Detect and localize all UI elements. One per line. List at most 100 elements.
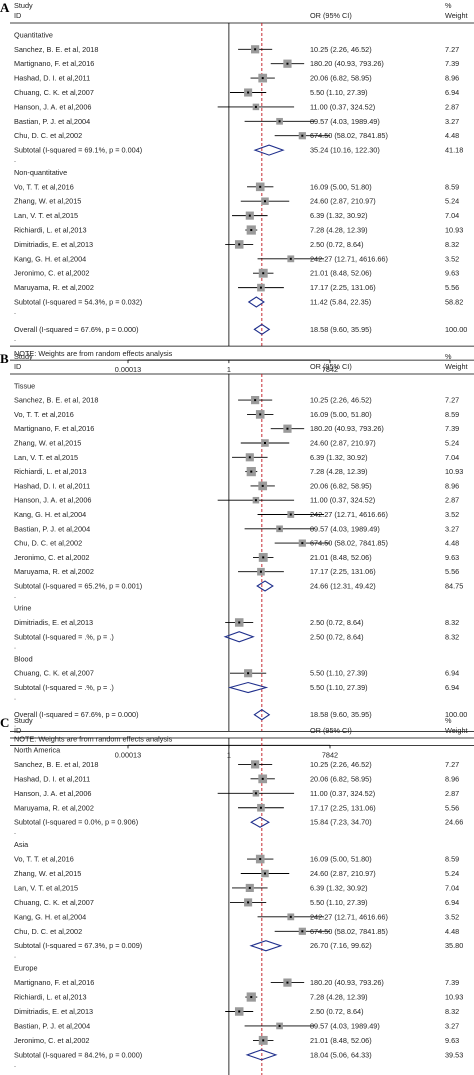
study-label: Hashad, D. I. et al,2011 [14,481,90,490]
weight-value: 8.32 [445,618,459,627]
point-estimate-marker [259,570,262,573]
or-ci-value: 2.50 (0.72, 8.64) [310,632,364,641]
or-ci-value: 6.39 (1.32, 30.92) [310,211,368,220]
study-label: Richiardi, L. et al,2013 [14,993,87,1002]
point-estimate-marker [254,48,257,51]
weight-value: 5.56 [445,567,459,576]
column-header-pct: % [445,716,452,725]
overall-label: Overall (I-squared = 67.6%, p = 0.000) [14,325,139,334]
or-ci-value: 24.60 (2.87, 210.97) [310,869,376,878]
overall-diamond [253,709,271,721]
subtotal-label: Subtotal (I-squared = 0.0%, p = 0.906) [14,818,138,827]
subtotal-diamond [256,580,274,592]
column-header-study: Study [14,352,33,361]
study-label: Dimitriadis, E. et al,2013 [14,618,93,627]
weight-value: 2.87 [445,789,459,798]
column-header-or-ci: OR (95% CI) [310,726,352,735]
or-ci-value: 242.27 (12.71, 4616.66) [310,912,388,921]
point-estimate-marker [247,901,250,904]
or-ci-value: 89.57 (4.03, 1989.49) [310,524,380,533]
point-estimate-marker [254,792,257,795]
weight-value: 4.48 [445,927,459,936]
point-estimate-marker [286,62,289,65]
weight-value: 7.04 [445,453,459,462]
study-label: Kang, G. H. et al,2004 [14,510,86,519]
point-estimate-marker [250,996,253,999]
weights-note: NOTE: Weights are from random effects an… [14,349,173,358]
point-estimate-marker [278,1024,281,1027]
point-estimate-marker [238,1010,241,1013]
study-label: Hanson, J. A. et al,2006 [14,102,91,111]
group-label: Asia [14,840,29,849]
weight-value: 5.24 [445,869,459,878]
or-ci-value: 5.50 (1.10, 27.39) [310,898,368,907]
point-estimate-marker [264,872,267,875]
study-label: Chuang, C. K. et al,2007 [14,898,94,907]
weight-value: 8.96 [445,774,459,783]
or-ci-value: 7.28 (4.28, 12.39) [310,226,368,235]
spacer-dot: . [14,642,16,651]
point-estimate-marker [264,442,267,444]
point-estimate-marker [248,456,251,459]
point-estimate-marker [289,257,292,260]
weight-value: 58.82 [445,298,463,307]
weight-value: 8.59 [445,182,459,191]
weights-note: NOTE: Weights are from random effects an… [14,734,173,743]
or-ci-value: 6.39 (1.32, 30.92) [310,453,368,462]
or-ci-value: 5.50 (1.10, 27.39) [310,683,368,692]
weight-value: 8.32 [445,632,459,641]
spacer-dot: . [14,827,16,836]
point-estimate-marker [261,484,264,487]
point-estimate-marker [254,499,257,502]
study-label: Lan, V. T. et al,2015 [14,211,78,220]
subtotal-diamond [247,296,265,308]
study-label: Bastian, P. J. et al,2004 [14,1021,90,1030]
or-ci-value: 21.01 (8.48, 52.06) [310,553,372,562]
spacer-dot: . [14,591,16,600]
point-estimate-marker [278,120,281,123]
or-ci-value: 10.25 (2.26, 46.52) [310,760,372,769]
weight-value: 3.52 [445,510,459,519]
group-label: Quantitative [14,30,53,39]
study-label: Sanchez, B. E. et al, 2018 [14,396,98,405]
or-ci-value: 15.84 (7.23, 34.70) [310,818,372,827]
study-label: Richiardi, L. et al,2013 [14,226,87,235]
weight-value: 6.94 [445,683,459,692]
weight-value: 10.93 [445,993,463,1002]
study-label: Martignano, F. et al,2016 [14,59,94,68]
subtotal-diamond [227,681,269,694]
or-ci-value: 10.25 (2.26, 46.52) [310,396,372,405]
point-estimate-marker [261,777,264,780]
subtotal-label: Subtotal (I-squared = 84.2%, p = 0.000) [14,1050,142,1059]
point-estimate-marker [261,77,264,80]
weight-value: 4.48 [445,539,459,548]
weight-value: 9.63 [445,269,459,278]
weight-value: 3.27 [445,524,459,533]
study-label: Zhang, W. et al,2015 [14,869,81,878]
weight-value: 7.04 [445,883,459,892]
or-ci-value: 21.01 (8.48, 52.06) [310,269,372,278]
study-label: Chuang, C. K. et al,2007 [14,88,94,97]
weight-value: 6.94 [445,88,459,97]
spacer-dot: . [14,719,16,728]
weight-value: 2.87 [445,102,459,111]
study-label: Vo, T. T. et al,2016 [14,410,74,419]
subtotal-label: Subtotal (I-squared = .%, p = .) [14,632,114,641]
or-ci-value: 18.04 (5.06, 64.33) [310,1050,372,1059]
point-estimate-marker [301,542,304,545]
weight-value: 24.66 [445,818,463,827]
x-tick-label: 7842 [322,365,338,374]
weight-value: 8.59 [445,410,459,419]
column-header-weight: Weight [445,726,468,735]
or-ci-value: 6.39 (1.32, 30.92) [310,883,368,892]
subtotal-diamond [249,940,283,952]
point-estimate-marker [247,91,250,94]
panel-letter: A [0,0,10,15]
weight-value: 8.32 [445,1007,459,1016]
or-ci-value: 89.57 (4.03, 1989.49) [310,117,380,126]
panel-letter: B [0,351,9,366]
point-estimate-marker [286,427,289,430]
column-header-weight: Weight [445,362,468,371]
